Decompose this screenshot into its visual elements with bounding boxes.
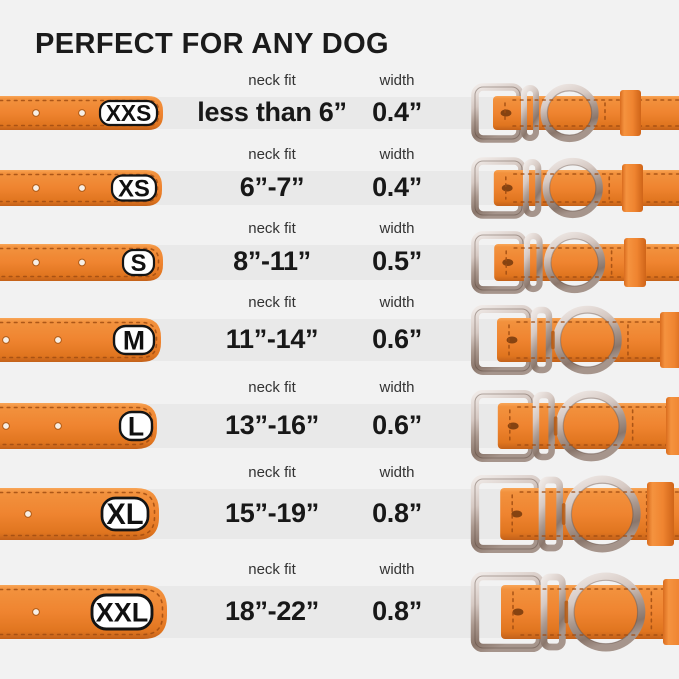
collar-buckle-graphic bbox=[466, 572, 679, 652]
collar-strap-graphic: S bbox=[0, 243, 163, 281]
neck-fit-value: 11”-14” bbox=[225, 324, 319, 354]
collar-buckle-graphic bbox=[466, 475, 679, 553]
svg-text:XS: XS bbox=[118, 175, 150, 202]
neck-fit-header: neck fit bbox=[248, 464, 296, 481]
collar-strap-graphic: XXS bbox=[0, 96, 163, 130]
collar-strap-graphic: XXL bbox=[0, 585, 167, 639]
width-value: 0.5” bbox=[372, 246, 422, 276]
width-value: 0.6” bbox=[372, 324, 422, 354]
neck-fit-value: less than 6” bbox=[197, 97, 347, 127]
neck-fit-header: neck fit bbox=[248, 146, 296, 163]
width-value: 0.8” bbox=[372, 498, 422, 528]
collar-buckle-graphic bbox=[467, 390, 679, 462]
neck-fit-value: 6”-7” bbox=[239, 172, 305, 202]
collar-buckle-graphic bbox=[467, 230, 679, 294]
width-header: width bbox=[379, 72, 415, 89]
collar-buckle-graphic bbox=[467, 83, 679, 143]
width-value: 0.4” bbox=[372, 97, 422, 127]
collar-buckle-graphic bbox=[467, 157, 679, 219]
neck-fit-header: neck fit bbox=[248, 72, 296, 89]
page-title: PERFECT FOR ANY DOG bbox=[35, 28, 390, 60]
collar-strap-graphic: XS bbox=[0, 170, 162, 206]
neck-fit-value: 18”-22” bbox=[225, 596, 319, 626]
neck-fit-value: 13”-16” bbox=[225, 410, 319, 440]
svg-text:L: L bbox=[128, 411, 144, 441]
width-header: width bbox=[379, 219, 415, 237]
neck-fit-value: 15”-19” bbox=[225, 498, 319, 528]
svg-text:XXL: XXL bbox=[96, 597, 149, 627]
collar-strap-graphic: L bbox=[0, 403, 157, 449]
width-header: width bbox=[379, 379, 415, 396]
collar-strap-graphic: M bbox=[0, 318, 161, 362]
width-value: 0.6” bbox=[372, 410, 422, 440]
width-header: width bbox=[379, 146, 415, 163]
width-value: 0.8” bbox=[372, 596, 422, 626]
svg-text:XXS: XXS bbox=[106, 100, 152, 126]
neck-fit-header: neck fit bbox=[248, 219, 296, 237]
width-value: 0.4” bbox=[372, 172, 422, 202]
neck-fit-value: 8”-11” bbox=[233, 246, 311, 276]
svg-text:M: M bbox=[123, 325, 145, 355]
width-header: width bbox=[379, 464, 415, 481]
neck-fit-header: neck fit bbox=[248, 379, 296, 396]
collar-buckle-graphic bbox=[467, 305, 679, 375]
neck-fit-header: neck fit bbox=[248, 294, 296, 311]
collar-strap-graphic: XL bbox=[0, 488, 159, 540]
svg-text:XL: XL bbox=[106, 499, 143, 531]
width-header: width bbox=[379, 561, 415, 578]
neck-fit-header: neck fit bbox=[248, 561, 296, 578]
svg-text:S: S bbox=[131, 249, 147, 276]
width-header: width bbox=[379, 294, 415, 311]
